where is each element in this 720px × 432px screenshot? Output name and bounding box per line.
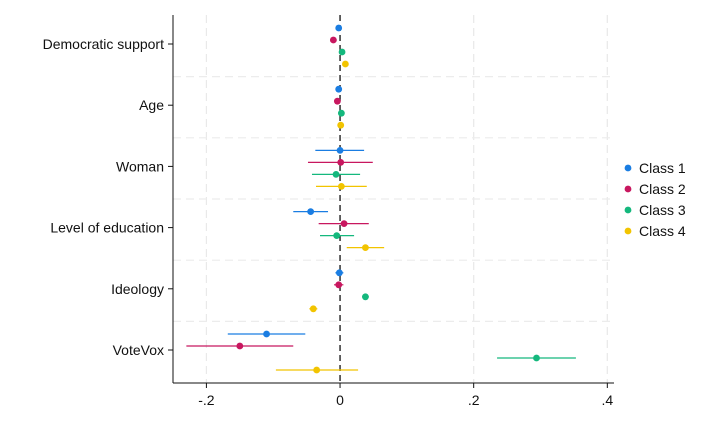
x-tick-label: -.2 [198,392,215,408]
legend-label: Class 3 [639,202,686,218]
y-tick-label: Level of education [50,220,164,236]
point-estimate [337,121,345,129]
point-estimate [329,36,337,44]
point-estimate [313,366,321,374]
point-estimate [340,220,348,228]
point-estimate [333,232,341,240]
y-tick-label: Democratic support [43,36,164,52]
legend-label: Class 2 [639,181,686,197]
point-estimate [263,330,270,338]
legend-label: Class 1 [639,160,686,176]
point-estimate [362,244,369,252]
legend-marker [624,206,632,214]
x-tick-label: .4 [601,392,613,408]
point-estimate [338,48,346,56]
point-estimate [307,208,315,216]
series-class-4 [275,60,385,374]
series-class-1 [227,24,365,338]
legend: Class 1 Class 2 Class 3 Class 4 [624,160,686,239]
y-tick-label: Age [139,97,164,113]
y-tick-label: VoteVox [113,342,164,358]
point-estimate [332,171,340,178]
point-estimate [335,24,343,32]
legend-marker [624,227,632,235]
point-estimate [362,293,369,301]
point-estimate [236,342,244,350]
point-estimate [533,354,540,362]
point-estimate [337,183,345,190]
y-tick-label: Ideology [111,281,164,297]
point-estimate [335,269,343,277]
x-tick-label: .2 [468,392,480,408]
point-estimate [341,60,349,68]
point-estimate [335,85,343,93]
x-tick-label: 0 [336,392,344,408]
legend-marker [624,185,632,193]
series-class-2 [186,36,373,350]
point-estimate [337,109,345,117]
series-class-3 [311,48,576,362]
point-estimate [333,97,341,105]
point-estimate [335,281,343,289]
point-estimate [337,159,345,166]
point-estimate [309,305,317,313]
y-tick-label: Woman [116,158,164,174]
point-estimate [336,147,344,154]
legend-marker [624,164,632,172]
legend-label: Class 4 [639,223,686,239]
